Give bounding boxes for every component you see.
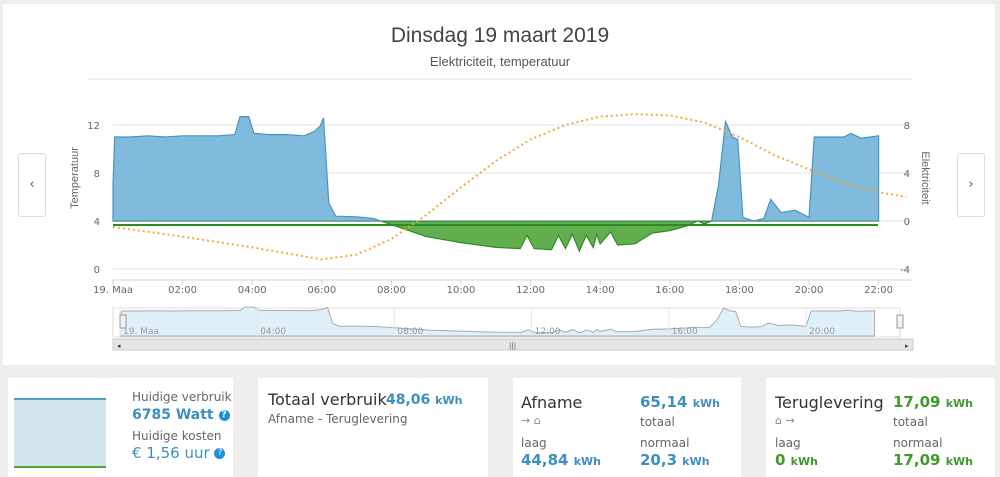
y-right-tick: 4: [904, 169, 910, 180]
teruglevering-card: Teruglevering ⌂ → 17,09 kWh totaal laag …: [766, 378, 995, 477]
x-tick-label: 04:00: [238, 285, 267, 296]
y-right-tick: -4: [900, 265, 910, 276]
navigator-left-handle[interactable]: [119, 314, 127, 329]
x-tick-label: 08:00: [377, 285, 406, 296]
navigator-label: 16:00: [672, 327, 698, 337]
x-tick-label: 06:00: [307, 285, 336, 296]
unit: kWh: [790, 455, 818, 468]
y-left-tick: 4: [94, 217, 100, 228]
unit: kWh: [573, 455, 601, 468]
current-cost-value: € 1,56 uur: [132, 444, 210, 462]
help-icon[interactable]: ?: [218, 409, 230, 421]
x-tick-label: 22:00: [864, 285, 893, 296]
arrow-to-house-icon: → ⌂: [521, 414, 541, 427]
teruglevering-title: Teruglevering: [775, 393, 884, 412]
y-left-tick: 12: [87, 121, 100, 132]
scroll-right-arrow-icon[interactable]: ▸: [905, 342, 909, 350]
y-left-label: Temperatuur: [69, 147, 81, 209]
electricity-temperature-chart: 0 4 8 12 -4 0 4 8 19. Maa 02:00 04:00 06:00 08:00 10:…: [69, 78, 931, 351]
afname-normal-value: 20,3: [640, 451, 678, 469]
teruglevering-normal-value: 17,09: [893, 451, 941, 469]
x-tick-label: 18:00: [725, 285, 754, 296]
scrollbar-grip-icon[interactable]: |||: [509, 342, 516, 350]
y-right-tick: 8: [904, 121, 910, 132]
x-tick-label: 16:00: [655, 285, 684, 296]
house-to-arrow-icon: ⌂ →: [775, 414, 795, 427]
x-tick-label: 14:00: [586, 285, 615, 296]
page-title: Dinsdag 19 maart 2019: [390, 24, 610, 47]
afname-low-label: laag: [521, 436, 547, 450]
unit: kWh: [692, 397, 720, 410]
total-usage-value: 48,06: [386, 392, 431, 408]
afname-total-label: totaal: [640, 415, 675, 429]
navigator-label: 12:00: [535, 327, 561, 337]
teruglevering-normal-label: normaal: [893, 436, 943, 450]
total-usage-sub: Afname - Teruglevering: [268, 412, 408, 426]
afname-card: Afname → ⌂ 65,14 kWh totaal laag 44,84 k…: [513, 378, 741, 477]
unit: kWh: [945, 455, 973, 468]
teruglevering-low-value: 0: [775, 451, 786, 469]
navigator-label: 20:00: [809, 327, 835, 337]
y-right-tick: 0: [904, 217, 910, 228]
x-tick-label: 12:00: [516, 285, 545, 296]
navigator[interactable]: 19. Maa 04:00 08:00 12:00 16:00 20:00 ◂ ▸ |||: [112, 306, 914, 351]
afname-low-value: 44,84: [521, 451, 569, 469]
next-day-button[interactable]: ›: [957, 153, 985, 217]
previous-day-button[interactable]: ‹: [18, 153, 46, 217]
y-left-tick: 8: [94, 169, 100, 180]
current-usage-label: Huidige verbruik: [132, 390, 232, 404]
navigator-right-handle[interactable]: [896, 314, 904, 329]
total-usage-title: Totaal verbruik: [268, 390, 387, 409]
chart-subtitle: Elektriciteit, temperatuur: [429, 54, 571, 69]
y-right-label: Elektriciteit: [919, 151, 931, 204]
x-tick-label: 10:00: [447, 285, 476, 296]
total-usage-card: Totaal verbruik 48,06 kWh Afname - Terug…: [258, 378, 488, 477]
current-usage-value: 6785 Watt: [132, 407, 214, 423]
navigator-label: 19. Maa: [123, 327, 159, 337]
unit: kWh: [945, 397, 973, 410]
x-tick-label: 02:00: [168, 285, 197, 296]
afname-title: Afname: [521, 393, 583, 412]
x-tick-label: 20:00: [795, 285, 824, 296]
current-usage-card: Huidige verbruik 6785 Watt ? Huidige kos…: [8, 378, 233, 477]
scroll-left-arrow-icon[interactable]: ◂: [117, 342, 121, 350]
help-icon[interactable]: ?: [214, 448, 226, 459]
electricity-return-area: [112, 221, 880, 253]
navigator-label: 04:00: [260, 327, 286, 337]
teruglevering-total-label: totaal: [893, 415, 928, 429]
y-left-tick: 0: [94, 265, 100, 276]
unit: kWh: [435, 394, 463, 407]
temperature-line: [112, 113, 907, 261]
teruglevering-total-value: 17,09: [893, 393, 941, 411]
afname-normal-label: normaal: [640, 436, 690, 450]
navigator-label: 08:00: [397, 327, 423, 337]
current-cost-label: Huidige kosten: [132, 429, 222, 443]
navigator-scrollbar[interactable]: [112, 338, 914, 351]
afname-total-value: 65,14: [640, 393, 688, 411]
electricity-usage-area: [112, 116, 880, 221]
teruglevering-low-label: laag: [775, 436, 801, 450]
unit: kWh: [682, 455, 710, 468]
mini-gauge-chart: [14, 398, 106, 468]
x-tick-label: 19. Maa: [93, 285, 133, 296]
